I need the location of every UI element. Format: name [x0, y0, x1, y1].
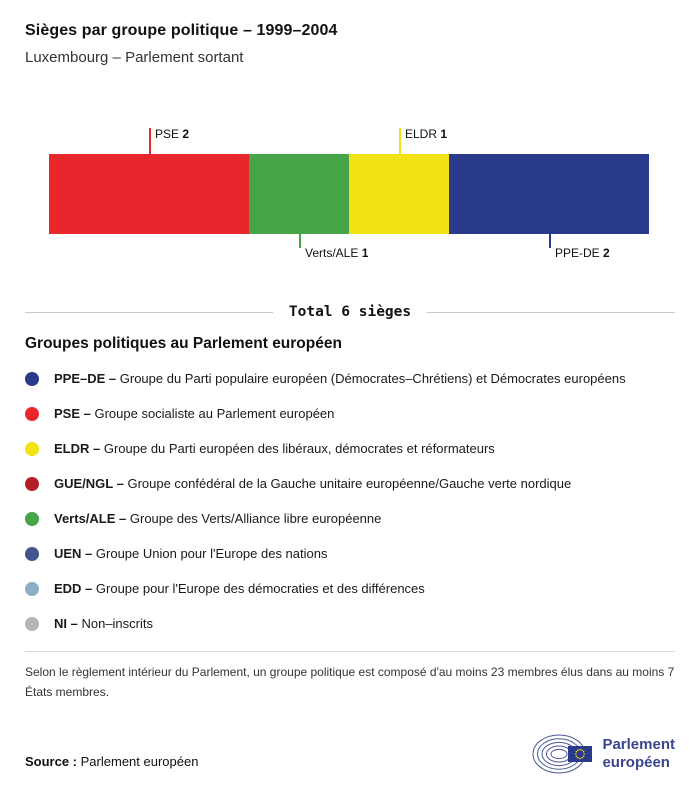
legend-item-ppe-de: PPE–DE – Groupe du Parti populaire europ… [25, 371, 675, 386]
legend-item-pse: PSE – Groupe socialiste au Parlement eur… [25, 406, 675, 421]
footer: Source : Parlement européen [25, 731, 675, 777]
callout-tick [299, 234, 301, 248]
legend-item-gue-ngl: GUE/NGL – Groupe confédéral de la Gauche… [25, 476, 675, 491]
bar-callouts-top: PSE 2 ELDR 1 [49, 127, 649, 154]
legend-item-eldr: ELDR – Groupe du Parti européen des libé… [25, 441, 675, 456]
callout-tick [399, 128, 401, 154]
bar-segment-pse[interactable] [49, 154, 249, 234]
legend-dot-eldr [25, 441, 39, 456]
source-label: Source : [25, 753, 78, 769]
legend-dot-gue-ngl [25, 476, 39, 491]
legend-text: UEN – Groupe Union pour l'Europe des nat… [54, 546, 328, 561]
legend-text: EDD – Groupe pour l'Europe des démocrati… [54, 581, 425, 596]
source-value: Parlement européen [80, 753, 199, 769]
callout-tick [549, 234, 551, 248]
legend-text: ELDR – Groupe du Parti européen des libé… [54, 441, 495, 456]
total-seats-label: Total 6 sièges [288, 304, 412, 320]
legend-dot-pse [25, 406, 39, 421]
legend-heading: Groupes politiques au Parlement européen [25, 335, 342, 352]
hemicycle-logo-icon [532, 734, 593, 774]
source-line: Source : Parlement européen [25, 754, 198, 777]
political-groups-legend: PPE–DE – Groupe du Parti populaire europ… [25, 371, 675, 631]
legend-dot-ppe-de [25, 371, 39, 386]
legend-text: NI – Non–inscrits [54, 616, 153, 631]
callout-label: PSE 2 [155, 127, 190, 141]
divider [25, 651, 675, 652]
logo-wordmark: Parlement européen [602, 736, 675, 771]
legend-text: GUE/NGL – Groupe confédéral de la Gauche… [54, 476, 572, 491]
page-subtitle: Luxembourg – Parlement sortant [25, 49, 244, 66]
legend-dot-verts-ale [25, 511, 39, 526]
separator-line-left [25, 311, 273, 313]
legend-item-verts-ale: Verts/ALE – Groupe des Verts/Alliance li… [25, 511, 675, 526]
bar-segment-ppe-de[interactable] [449, 154, 649, 234]
legend-item-edd: EDD – Groupe pour l'Europe des démocrati… [25, 581, 675, 596]
logo-line2: européen [602, 753, 670, 771]
legend-text: PSE – Groupe socialiste au Parlement eur… [54, 406, 335, 421]
legend-dot-uen [25, 546, 39, 561]
seats-bar-chart: PSE 2 ELDR 1 Verts/ALE 1 PPE-DE 2 [49, 127, 649, 260]
european-parliament-logo: Parlement européen [532, 731, 675, 777]
logo-line1: Parlement [602, 736, 675, 754]
bar-callouts-bottom: Verts/ALE 1 PPE-DE 2 [49, 234, 649, 260]
legend-dot-ni [25, 616, 39, 631]
footnote: Selon le règlement intérieur du Parlemen… [25, 665, 675, 699]
eu-flag-icon [568, 745, 593, 762]
callout-label: PPE-DE 2 [555, 246, 610, 260]
page-title: Sièges par groupe politique – 1999–2004 [25, 22, 338, 39]
legend-dot-edd [25, 581, 39, 596]
total-separator: Total 6 sièges [25, 304, 675, 320]
legend-text: Verts/ALE – Groupe des Verts/Alliance li… [54, 511, 382, 526]
stacked-bar [49, 154, 649, 234]
bar-segment-eldr[interactable] [349, 154, 449, 234]
legend-text: PPE–DE – Groupe du Parti populaire europ… [54, 371, 626, 386]
legend-item-uen: UEN – Groupe Union pour l'Europe des nat… [25, 546, 675, 561]
callout-label: ELDR 1 [405, 127, 448, 141]
separator-line-right [427, 311, 675, 313]
callout-label: Verts/ALE 1 [305, 246, 369, 260]
bar-segment-verts-ale[interactable] [249, 154, 349, 234]
legend-item-ni: NI – Non–inscrits [25, 616, 675, 631]
callout-tick [149, 128, 151, 154]
